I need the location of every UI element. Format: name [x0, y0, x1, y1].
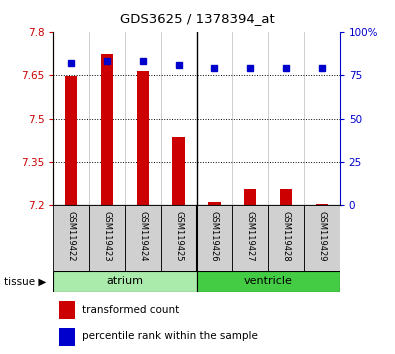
Text: GDS3625 / 1378394_at: GDS3625 / 1378394_at	[120, 12, 275, 25]
Bar	[268, 205, 304, 271]
Text: GSM119424: GSM119424	[138, 211, 147, 261]
Text: GSM119422: GSM119422	[67, 211, 76, 261]
Text: percentile rank within the sample: percentile rank within the sample	[82, 331, 258, 341]
Text: GSM119426: GSM119426	[210, 211, 219, 261]
Bar	[304, 205, 340, 271]
Bar	[53, 271, 197, 292]
Text: tissue ▶: tissue ▶	[4, 276, 46, 286]
Text: ventricle: ventricle	[244, 276, 293, 286]
Bar	[161, 205, 197, 271]
Text: GSM119429: GSM119429	[317, 211, 326, 261]
Bar	[280, 189, 292, 205]
Bar	[59, 301, 75, 319]
Bar	[65, 76, 77, 205]
Bar	[244, 189, 256, 205]
Text: GSM119425: GSM119425	[174, 211, 183, 261]
Bar	[59, 328, 75, 346]
Bar	[208, 201, 221, 205]
Bar	[316, 204, 328, 205]
Bar	[89, 205, 125, 271]
Bar	[125, 205, 161, 271]
Text: GSM119427: GSM119427	[246, 211, 255, 261]
Bar	[137, 70, 149, 205]
Bar	[53, 205, 89, 271]
Bar	[101, 55, 113, 205]
Bar	[197, 205, 232, 271]
Text: atrium: atrium	[106, 276, 143, 286]
Text: GSM119428: GSM119428	[282, 211, 290, 261]
Bar	[232, 205, 268, 271]
Bar	[197, 271, 340, 292]
Bar	[172, 137, 185, 205]
Text: transformed count: transformed count	[82, 305, 179, 315]
Text: GSM119423: GSM119423	[103, 211, 111, 261]
